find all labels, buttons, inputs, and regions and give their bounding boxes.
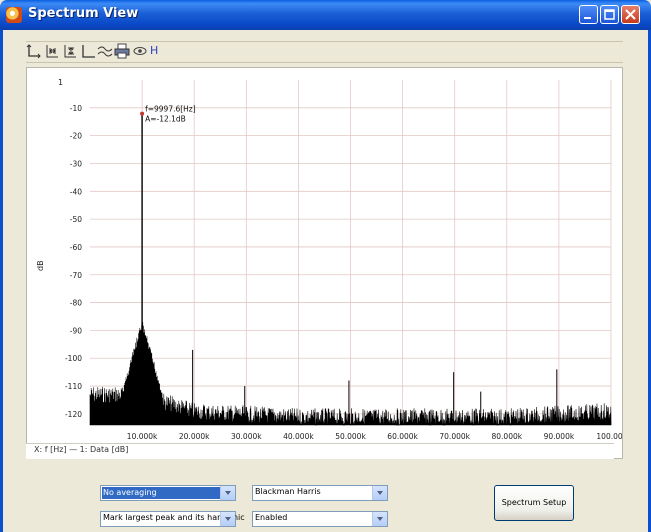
view-icon[interactable] xyxy=(132,43,148,59)
legend-text: X: f [Hz] — 1: Data [dB] xyxy=(34,445,129,454)
plot-panel: 1 dB -10 -20 -30 -40 -50 -60 -70 -80 -90 -100 -110… xyxy=(26,67,626,459)
x-tick-label: 20.000k xyxy=(179,432,210,441)
averaging-select[interactable]: No averaging xyxy=(100,485,236,501)
x-tick-label: 50.000k xyxy=(335,432,366,441)
peak-mark-select-value: Mark largest peak and its harmonic xyxy=(103,513,245,522)
y-axis-label: dB xyxy=(36,260,45,271)
averaging-select-value: No averaging xyxy=(102,487,220,499)
title-bar[interactable]: Spectrum View xyxy=(0,0,651,30)
toolbar: H xyxy=(26,41,623,63)
y-tick-label: -120 xyxy=(65,410,82,419)
app-icon xyxy=(6,7,22,23)
y-tick-label: -110 xyxy=(65,382,82,391)
x-tick-label: 70.000k xyxy=(439,432,470,441)
x-tick-label: 30.000k xyxy=(231,432,262,441)
enabled-select[interactable]: Enabled xyxy=(252,511,388,527)
maximize-icon xyxy=(604,9,615,20)
x-tick-label: 10.000k xyxy=(127,432,158,441)
minimize-button[interactable] xyxy=(579,5,598,24)
enabled-select-value: Enabled xyxy=(255,513,288,522)
y-tick-label: -70 xyxy=(70,271,82,280)
x-tick-label: 80.000k xyxy=(492,432,523,441)
close-icon xyxy=(625,9,636,20)
minimize-icon xyxy=(584,17,591,19)
window-select-value: Blackman Harris xyxy=(255,487,321,496)
zoom-y-icon[interactable] xyxy=(62,43,78,59)
window-select[interactable]: Blackman Harris xyxy=(252,485,388,501)
legend-bar: X: f [Hz] — 1: Data [dB] xyxy=(26,443,614,459)
x-tick-labels: 10.000k 20.000k 30.000k 40.000k 50.000k 60.00… xyxy=(127,432,626,441)
peak-mark-select[interactable]: Mark largest peak and its harmonic xyxy=(100,511,245,527)
maximize-button[interactable] xyxy=(600,5,619,24)
x-tick-label: 100.00( xyxy=(596,432,622,441)
x-tick-label: 90.000k xyxy=(544,432,575,441)
spectrum-setup-button[interactable]: Spectrum Setup xyxy=(494,485,574,521)
y-tick-label: -100 xyxy=(65,354,82,363)
print-icon[interactable] xyxy=(114,43,130,59)
controls-panel: No averaging Blackman Harris Mark larges… xyxy=(3,459,648,532)
marker-frequency-label: f=9997.6[Hz] xyxy=(145,105,196,114)
y-tick-label: -60 xyxy=(70,243,82,252)
close-button[interactable] xyxy=(621,5,640,24)
y-tick-label: -10 xyxy=(70,104,82,113)
window-frame xyxy=(0,30,651,532)
h-button[interactable]: H xyxy=(150,44,159,57)
chevron-down-icon[interactable] xyxy=(220,512,235,526)
chevron-down-icon[interactable] xyxy=(220,486,235,500)
y-tick-label: -40 xyxy=(70,187,82,196)
y-tick-label: -50 xyxy=(70,215,82,224)
grid xyxy=(90,80,612,425)
marker-dot[interactable] xyxy=(140,111,145,116)
spectrum-chart[interactable]: 1 dB -10 -20 -30 -40 -50 -60 -70 -80 -90 -100 -110… xyxy=(27,68,626,458)
fit-icon[interactable] xyxy=(97,43,113,59)
autoscale-icon[interactable] xyxy=(80,43,96,59)
corner-label: 1 xyxy=(58,78,63,87)
axis-icon[interactable] xyxy=(26,43,42,59)
window-title: Spectrum View xyxy=(28,6,139,21)
peak-marker[interactable]: f=9997.6[Hz]A=-12.1dB xyxy=(140,105,196,124)
chevron-down-icon[interactable] xyxy=(372,512,387,526)
chevron-down-icon[interactable] xyxy=(372,486,387,500)
y-tick-label: -30 xyxy=(70,159,82,168)
y-tick-label: -90 xyxy=(70,326,82,335)
y-tick-labels: -10 -20 -30 -40 -50 -60 -70 -80 -90 -100 -110 -120 xyxy=(65,104,82,419)
x-tick-label: 60.000k xyxy=(387,432,418,441)
x-tick-label: 40.000k xyxy=(283,432,314,441)
marker-amplitude-label: A=-12.1dB xyxy=(145,115,186,124)
harmonic-peaks xyxy=(141,113,558,425)
zoom-x-icon[interactable] xyxy=(44,43,60,59)
y-tick-label: -20 xyxy=(70,132,82,141)
y-tick-label: -80 xyxy=(70,299,82,308)
